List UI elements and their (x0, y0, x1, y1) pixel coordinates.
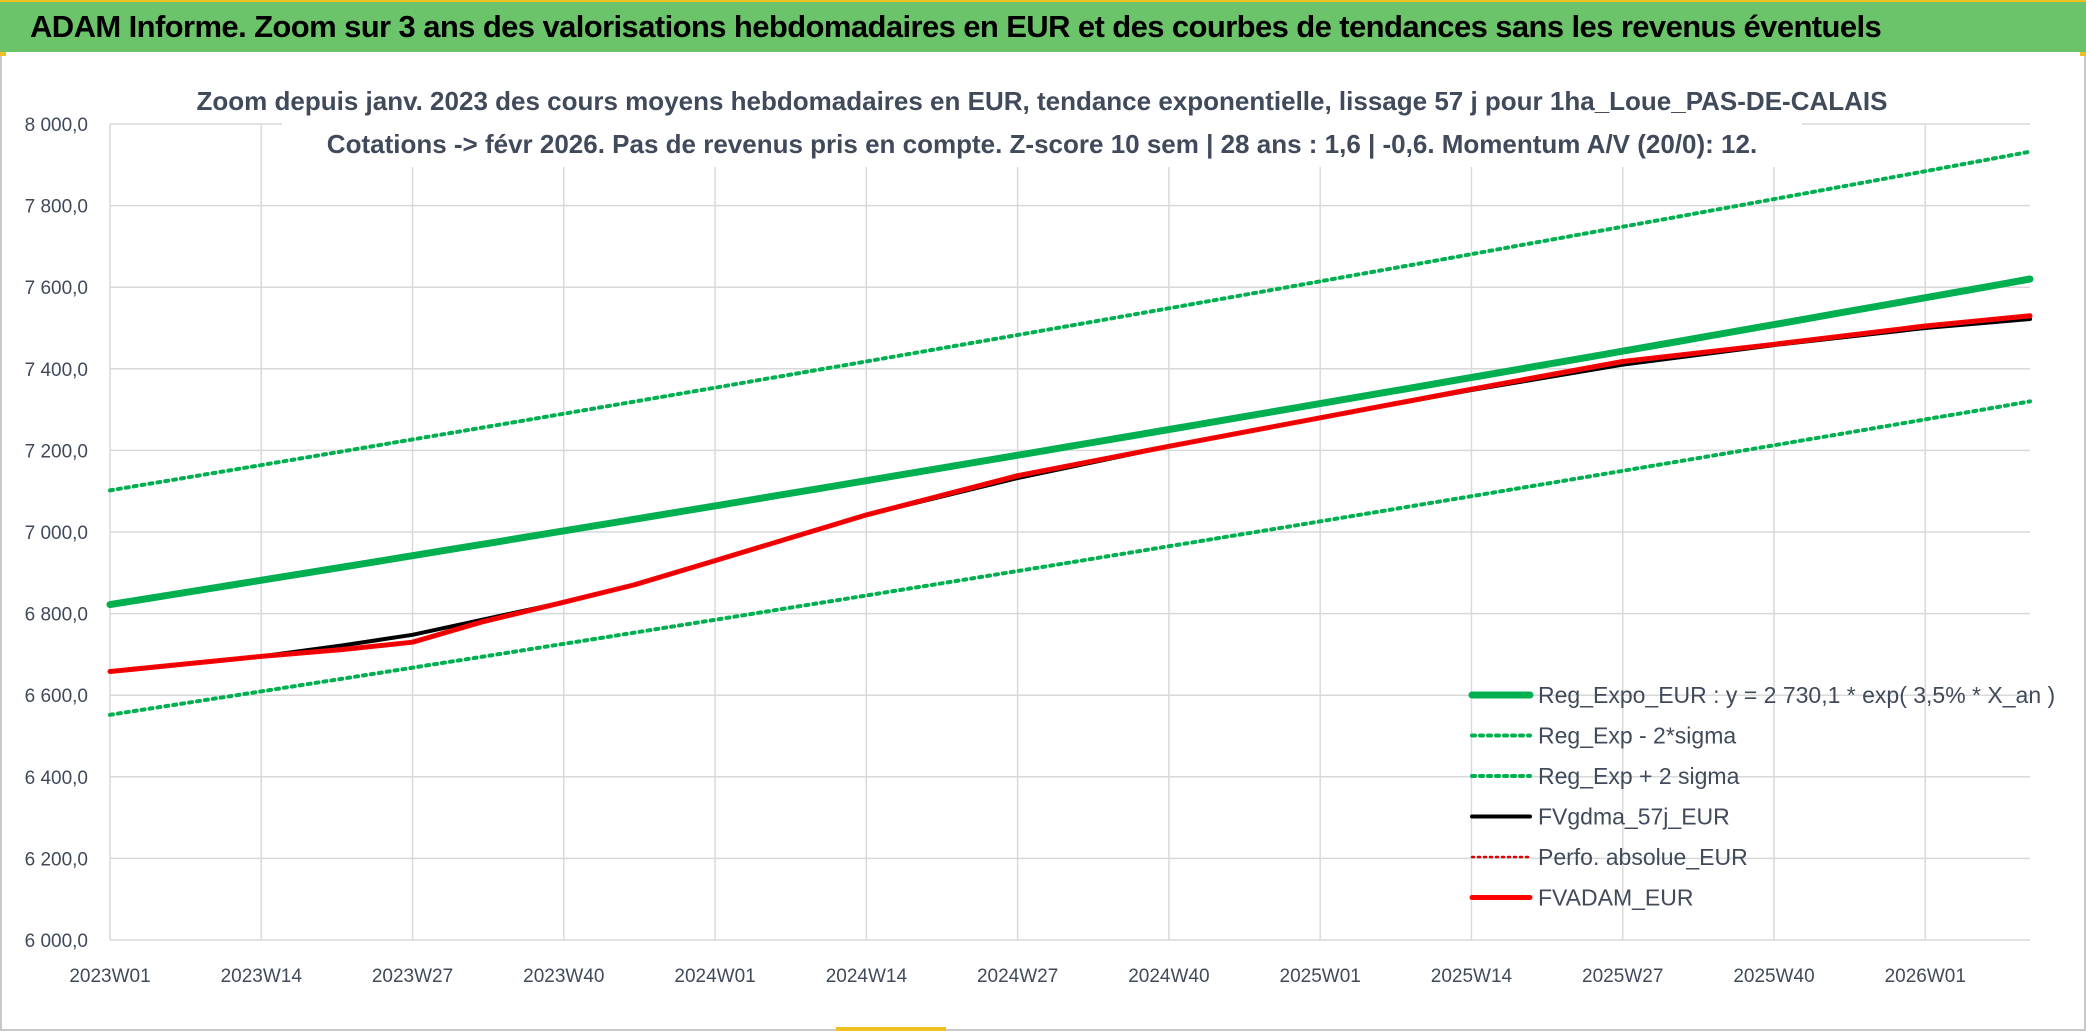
x-tick-label: 2024W01 (674, 966, 755, 987)
corner-mark-bottom-center (836, 1027, 946, 1031)
y-axis-ticks: 6 000,0 6 200,0 6 400,0 6 600,0 6 800,0 7 000… (25, 115, 88, 952)
y-tick-label: 6 200,0 (25, 849, 88, 870)
legend-label-perfo: Perfo. absolue_EUR (1538, 844, 1748, 870)
x-tick-label: 2023W27 (372, 966, 453, 987)
y-tick-label: 6 600,0 (25, 686, 88, 707)
series-lines (106, 149, 2034, 717)
series-line-fv57 (108, 317, 2032, 674)
series-line-trend (106, 275, 2034, 609)
y-tick-label: 7 000,0 (25, 523, 88, 544)
x-tick-label: 2025W14 (1431, 966, 1513, 987)
chart-frame (0, 52, 2086, 1031)
legend-label-trend: Reg_Expo_EUR : y = 2 730,1 * exp( 3,5% *… (1538, 682, 2055, 708)
legend-label-fvadam: FVADAM_EUR (1538, 885, 1694, 911)
title-background (282, 79, 1802, 167)
x-tick-label: 2024W14 (826, 966, 908, 987)
x-tick-label: 2026W01 (1885, 966, 1966, 987)
x-tick-label: 2024W27 (977, 966, 1058, 987)
chart-title-line-2: Cotations -> févr 2026. Pas de revenus p… (327, 129, 1757, 159)
y-tick-label: 7 400,0 (25, 360, 88, 381)
grid (109, 123, 2030, 941)
y-tick-label: 6 800,0 (25, 605, 88, 626)
corner-mark-top-left (0, 52, 6, 56)
series-line-perfo (108, 314, 2032, 673)
y-tick-label: 6 400,0 (25, 768, 88, 789)
x-tick-label: 2023W01 (69, 966, 150, 987)
x-tick-label: 2023W40 (523, 966, 604, 987)
legend: Reg_Expo_EUR : y = 2 730,1 * exp( 3,5% *… (1468, 682, 2055, 911)
x-axis-ticks: 2023W01 2023W14 2023W27 2023W40 2024W01 2024W… (69, 966, 1966, 987)
legend-label-upper: Reg_Exp + 2 sigma (1538, 763, 1740, 789)
legend-label-lower: Reg_Exp - 2*sigma (1538, 723, 1736, 749)
chart-title: Zoom depuis janv. 2023 des cours moyens … (197, 79, 1888, 167)
x-tick-label: 2025W01 (1280, 966, 1361, 987)
y-tick-label: 6 000,0 (25, 931, 88, 952)
y-tick-label: 7 600,0 (25, 278, 88, 299)
x-tick-label: 2025W27 (1582, 966, 1663, 987)
x-tick-label: 2023W14 (221, 966, 303, 987)
y-tick-label: 7 200,0 (25, 441, 88, 462)
x-tick-label: 2025W40 (1733, 966, 1814, 987)
y-tick-label: 7 800,0 (25, 197, 88, 218)
legend-label-fv57: FVgdma_57j_EUR (1538, 804, 1730, 830)
page-title: ADAM Informe. Zoom sur 3 ans des valoris… (30, 9, 1882, 44)
series-line-upper (108, 149, 2032, 493)
page-title-banner: ADAM Informe. Zoom sur 3 ans des valoris… (0, 0, 2086, 52)
y-tick-label: 8 000,0 (25, 115, 88, 136)
series-line-lower (108, 399, 2032, 717)
chart-title-line-1: Zoom depuis janv. 2023 des cours moyens … (197, 86, 1888, 116)
corner-mark-top-right (2080, 52, 2086, 56)
x-tick-label: 2024W40 (1128, 966, 1209, 987)
